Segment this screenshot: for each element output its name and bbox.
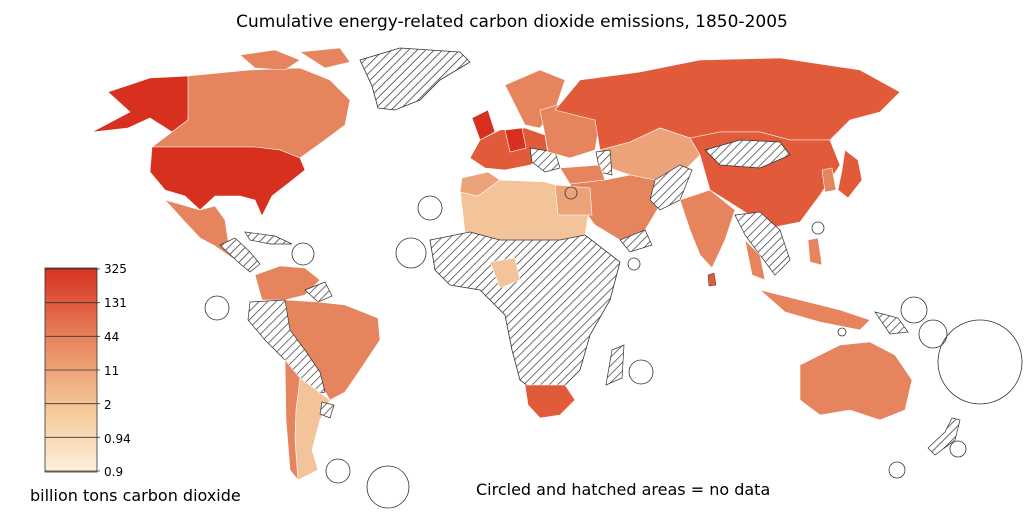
region-africa-nodata	[429, 231, 621, 396]
region-new-zealand-nodata	[927, 417, 961, 456]
nodata-circle-pacific-2	[918, 319, 948, 349]
region-egypt	[554, 184, 593, 216]
region-japan	[837, 149, 863, 199]
region-germany	[504, 127, 527, 153]
nodata-circle-pacific-4	[949, 440, 967, 458]
region-morocco	[459, 171, 501, 197]
nodata-circle-comoros	[627, 257, 641, 271]
region-central-asia	[599, 127, 701, 181]
region-south-africa	[524, 384, 576, 419]
region-australia	[799, 341, 913, 421]
region-png-nodata	[874, 311, 909, 335]
region-cuba	[244, 231, 293, 245]
legend-tick-lines	[45, 268, 100, 472]
region-india	[679, 189, 736, 269]
region-argentina	[294, 377, 331, 481]
region-philippines	[807, 237, 823, 266]
nodata-circle-cape-verde	[417, 195, 443, 221]
region-alaska	[91, 75, 191, 133]
region-canada	[151, 67, 351, 159]
region-madagascar-nodata	[605, 344, 625, 386]
region-uruguay-nodata	[319, 401, 335, 419]
nodata-circle-mauritius	[628, 359, 654, 385]
no-data-note: Circled and hatched areas = no data	[476, 480, 771, 499]
region-central-america-nodata	[219, 237, 261, 273]
nodata-circle-atlantic	[395, 237, 427, 269]
region-greenland	[359, 47, 471, 111]
region-yemen-nodata	[619, 229, 653, 253]
map-title: Cumulative energy-related carbon dioxide…	[236, 12, 788, 32]
region-chile	[284, 359, 301, 481]
region-sri-lanka	[707, 272, 717, 287]
region-southeast-asia-nodata	[734, 211, 791, 276]
region-nigeria	[489, 257, 521, 289]
nodata-circle-pacific-1	[900, 296, 928, 324]
nodata-circle-pacific-5	[888, 461, 906, 479]
region-mongolia-nodata	[704, 139, 791, 169]
region-canada-islands	[239, 47, 351, 71]
nodata-circle-taiwan	[811, 221, 825, 235]
region-uk	[471, 109, 496, 141]
nodata-circle-cyprus	[564, 186, 578, 200]
nodata-circle-galapagos	[204, 295, 230, 321]
region-indonesia	[759, 289, 871, 331]
region-korea	[821, 167, 837, 193]
nodata-circle-south-georgia	[366, 465, 410, 509]
nodata-circle-caribbean	[291, 242, 315, 266]
nodata-circle-falklands	[325, 458, 351, 484]
region-usa	[149, 146, 306, 217]
nodata-circle-pacific-3	[937, 319, 1023, 405]
region-thailand	[744, 239, 766, 281]
region-guianas-nodata	[304, 281, 333, 303]
nodata-circle-bahrain	[837, 327, 847, 337]
